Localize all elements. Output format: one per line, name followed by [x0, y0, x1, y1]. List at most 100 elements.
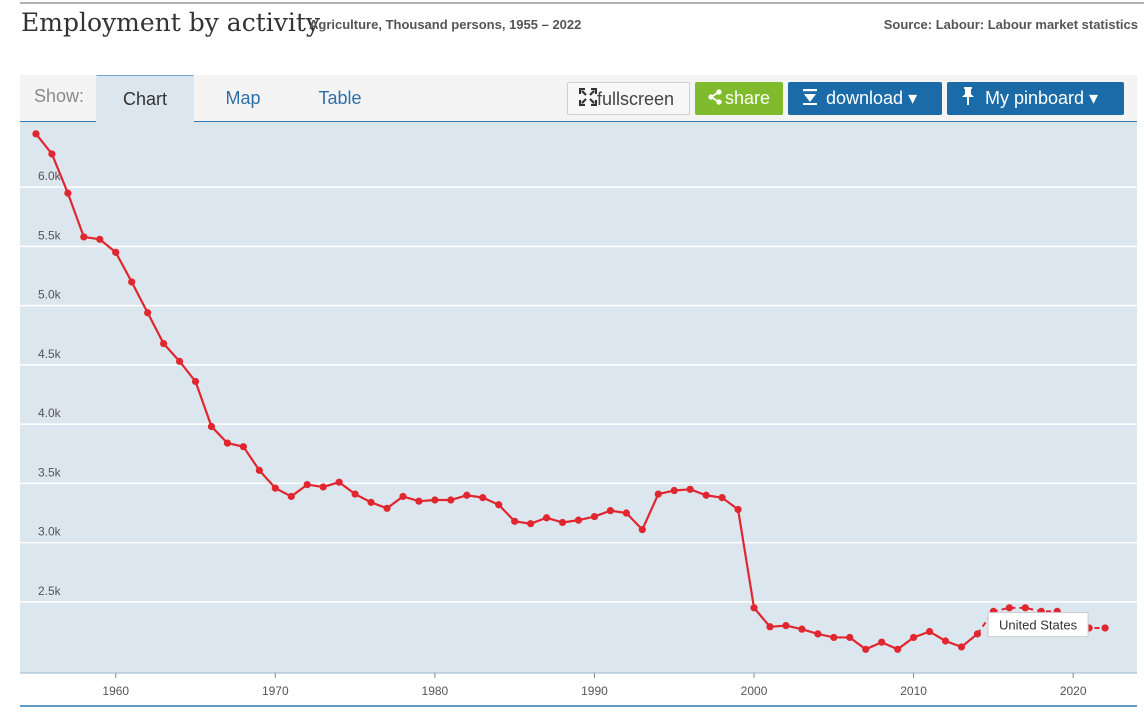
data-point[interactable] — [957, 643, 966, 651]
data-point[interactable] — [255, 466, 263, 474]
data-point[interactable] — [367, 498, 375, 506]
series-label-text: United States — [999, 618, 1078, 633]
data-point[interactable] — [415, 497, 423, 505]
y-tick-label: 4.5k — [38, 347, 62, 361]
data-point[interactable] — [878, 638, 886, 646]
data-point[interactable] — [846, 633, 854, 642]
data-point[interactable] — [1005, 604, 1013, 612]
data-point[interactable] — [239, 443, 247, 451]
top-rule — [20, 2, 1144, 4]
plot-background — [20, 122, 1137, 673]
y-tick-label: 5.5k — [38, 228, 62, 242]
data-point[interactable] — [830, 633, 838, 642]
data-point[interactable] — [590, 512, 599, 521]
y-tick-label: 3.0k — [38, 525, 62, 539]
data-point[interactable] — [112, 248, 120, 256]
data-point[interactable] — [96, 235, 104, 243]
data-point[interactable] — [160, 339, 168, 348]
download-button[interactable]: download ▾ — [788, 82, 942, 115]
data-point[interactable] — [814, 630, 822, 638]
data-point[interactable] — [606, 507, 615, 515]
data-point[interactable] — [431, 496, 439, 504]
data-point[interactable] — [175, 357, 184, 365]
tab-chart[interactable]: Chart — [96, 75, 194, 123]
data-point[interactable] — [447, 496, 455, 504]
data-point[interactable] — [64, 189, 72, 197]
data-point[interactable] — [527, 520, 535, 528]
data-point[interactable] — [574, 516, 583, 524]
data-point[interactable] — [894, 645, 902, 653]
data-point[interactable] — [287, 492, 295, 501]
chart-area: 2.5k 3.0k 3.5k 4.0k 4.5k 5.0k 5.5k 6.0k 1960 1970… — [20, 122, 1137, 707]
y-tick-label: 4.0k — [38, 406, 62, 420]
tab-table[interactable]: Table — [318, 88, 362, 108]
data-point[interactable] — [32, 130, 40, 138]
line-chart[interactable]: 2.5k 3.0k 3.5k 4.0k 4.5k 5.0k 5.5k 6.0k 1960 1970… — [20, 122, 1137, 707]
data-point[interactable] — [223, 439, 232, 447]
data-point[interactable] — [80, 233, 88, 241]
data-point[interactable] — [734, 505, 742, 514]
data-point[interactable] — [128, 278, 136, 286]
source-link[interactable]: Source: Labour: Labour market statistics — [883, 17, 1138, 32]
data-point[interactable] — [798, 625, 806, 633]
y-tick-label: 5.0k — [38, 288, 62, 302]
download-icon — [802, 83, 818, 116]
data-point[interactable] — [303, 480, 311, 489]
x-tick-label: 1980 — [422, 684, 449, 698]
data-point[interactable] — [718, 494, 726, 502]
fullscreen-button[interactable]: fullscreen — [567, 82, 690, 115]
data-point[interactable] — [941, 637, 950, 645]
pin-icon — [961, 83, 975, 116]
pinboard-button[interactable]: My pinboard ▾ — [947, 82, 1124, 115]
data-point[interactable] — [511, 517, 519, 525]
data-point[interactable] — [144, 309, 152, 317]
y-tick-label: 6.0k — [38, 169, 62, 183]
data-point[interactable] — [654, 490, 662, 498]
data-point[interactable] — [782, 622, 790, 630]
page-title: Employment by activity — [21, 8, 321, 37]
series-label-box — [987, 612, 1089, 638]
data-point[interactable] — [622, 509, 630, 517]
data-point[interactable] — [973, 630, 982, 638]
data-point[interactable] — [1021, 604, 1029, 612]
pinboard-label: My pinboard ▾ — [985, 88, 1099, 108]
fullscreen-icon — [578, 84, 598, 117]
data-point[interactable] — [399, 492, 407, 501]
download-label: download ▾ — [826, 88, 918, 108]
data-point[interactable] — [638, 526, 646, 534]
data-point[interactable] — [463, 491, 471, 499]
x-tick-label: 2020 — [1060, 684, 1087, 698]
tab-map[interactable]: Map — [225, 88, 261, 108]
series-label: United States — [987, 612, 1089, 638]
data-point[interactable] — [48, 150, 56, 158]
data-point[interactable] — [686, 485, 694, 493]
data-point[interactable] — [670, 486, 678, 495]
y-tick-label: 3.5k — [38, 465, 62, 479]
data-point[interactable] — [495, 501, 503, 509]
data-point[interactable] — [319, 483, 327, 491]
data-point[interactable] — [862, 645, 870, 653]
data-point[interactable] — [910, 633, 918, 642]
x-tick-label: 2010 — [900, 684, 927, 698]
fullscreen-label: fullscreen — [597, 89, 675, 109]
data-point[interactable] — [1101, 624, 1109, 632]
show-label: Show: — [34, 86, 85, 106]
data-point[interactable] — [479, 494, 487, 502]
data-point[interactable] — [335, 478, 343, 486]
share-button[interactable]: share — [695, 82, 783, 115]
data-point[interactable] — [766, 623, 774, 631]
data-point[interactable] — [750, 604, 758, 612]
data-point[interactable] — [383, 504, 391, 512]
data-point[interactable] — [191, 377, 200, 386]
data-point[interactable] — [271, 484, 279, 492]
data-point[interactable] — [925, 627, 934, 636]
data-point[interactable] — [351, 490, 359, 498]
share-icon — [707, 83, 723, 116]
data-point[interactable] — [558, 518, 567, 527]
x-tick-label: 1960 — [102, 684, 129, 698]
chart-toolbar: Show: Chart Map Table fullscreen share — [20, 75, 1137, 123]
data-point[interactable] — [542, 514, 551, 522]
data-point[interactable] — [702, 491, 710, 499]
share-label: share — [725, 88, 771, 108]
data-point[interactable] — [207, 422, 216, 431]
